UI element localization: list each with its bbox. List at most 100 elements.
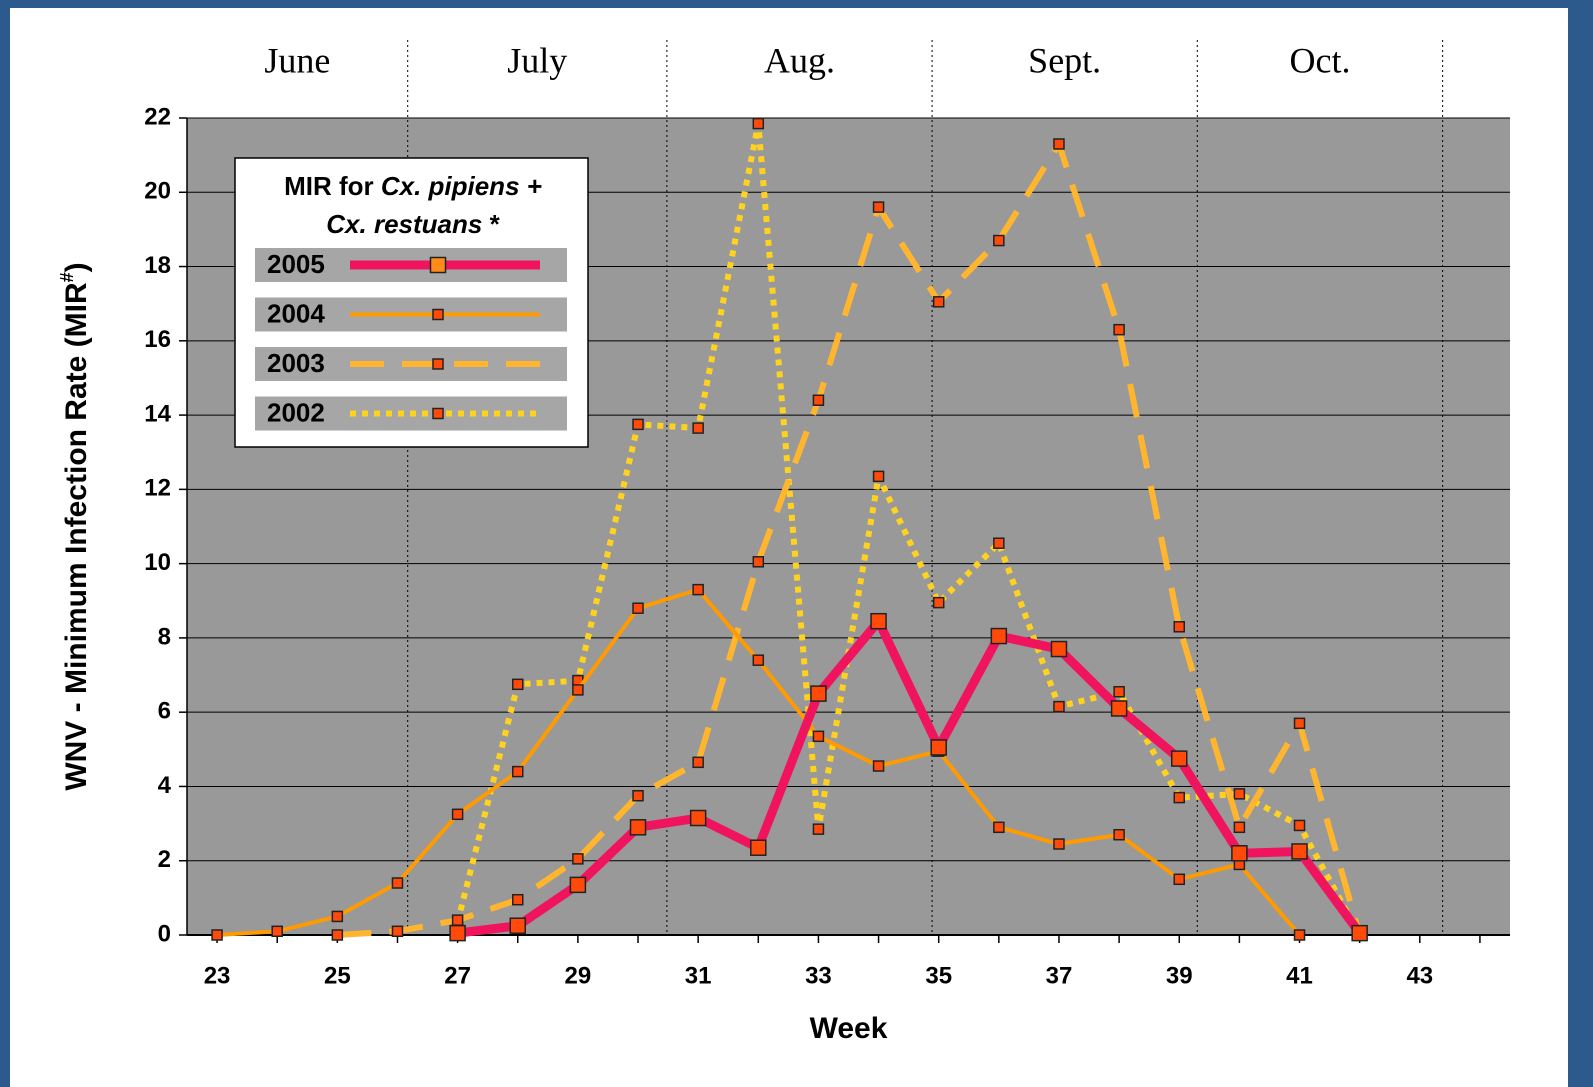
series-marker (812, 730, 825, 743)
series-marker (689, 809, 707, 827)
y-tick-label: 12 (144, 475, 171, 502)
series-marker (1113, 323, 1125, 336)
series-marker (271, 925, 283, 938)
legend-label: 2004 (267, 298, 325, 328)
x-tick-label: 29 (565, 962, 592, 989)
x-tick-label: 41 (1286, 962, 1313, 989)
series-marker (932, 596, 945, 609)
series-marker (512, 765, 524, 778)
x-tick-label: 31 (685, 962, 712, 989)
series-marker (752, 556, 765, 568)
series-marker (211, 929, 223, 941)
x-tick-label: 23 (204, 962, 231, 989)
series-marker (1053, 138, 1065, 150)
legend-title-part: * (482, 209, 500, 239)
series-marker (569, 876, 587, 894)
series-marker (512, 678, 524, 691)
series-marker (1053, 700, 1065, 713)
y-tick-label: 10 (144, 549, 171, 576)
series-line (457, 616, 1364, 938)
legend-title: Cx. restuans * (326, 209, 500, 239)
y-tick-label: 4 (158, 772, 172, 799)
x-tick-label: 25 (324, 962, 351, 989)
month-label: Aug. (764, 40, 835, 80)
series-marker (812, 823, 825, 835)
x-tick-label: 39 (1166, 962, 1193, 989)
series-marker (1173, 873, 1185, 886)
series-marker (1113, 828, 1125, 841)
legend-marker (432, 358, 444, 370)
series-marker (1293, 929, 1306, 941)
y-axis-label-part: WNV - Minimum Infection Rate (MIR (60, 282, 93, 791)
y-axis-label-part: ) (60, 262, 93, 272)
series-marker (1293, 717, 1306, 730)
series-marker (1351, 924, 1368, 942)
series-marker (391, 877, 404, 889)
series-marker (331, 910, 344, 923)
legend-title: MIR for Cx. pipiens + (284, 171, 542, 201)
series-marker (1293, 819, 1306, 832)
series-marker (812, 394, 825, 406)
series-marker (930, 739, 947, 756)
y-tick-label: 18 (144, 252, 171, 279)
series-marker (1110, 700, 1128, 717)
series-marker (932, 296, 945, 308)
series-marker (1053, 838, 1065, 850)
y-tick-label: 16 (144, 326, 171, 353)
series-marker (632, 418, 644, 431)
series-marker (810, 685, 827, 702)
series-marker (692, 422, 704, 434)
y-tick-label: 14 (144, 400, 171, 427)
series-marker (752, 117, 765, 130)
series-marker (1050, 640, 1068, 658)
series-marker (1113, 686, 1125, 698)
series-marker (451, 808, 464, 821)
series-marker (632, 789, 644, 802)
x-tick-label: 43 (1406, 962, 1433, 989)
series-marker (993, 537, 1005, 549)
month-label: July (507, 40, 567, 80)
series-marker (750, 839, 767, 856)
legend-label: 2005 (267, 249, 325, 279)
y-tick-label: 2 (158, 846, 171, 873)
series-marker (449, 924, 466, 942)
series-marker (632, 602, 644, 614)
x-axis-label: Week (810, 1012, 888, 1045)
series-marker (692, 756, 704, 769)
series-marker (872, 470, 885, 483)
series-marker (1231, 845, 1248, 862)
series-marker (993, 821, 1005, 834)
legend-title-part: Cx. restuans (326, 209, 482, 239)
series-marker (1233, 788, 1246, 800)
y-axis-label-part: # (57, 272, 77, 282)
month-label: Oct. (1289, 40, 1350, 80)
month-label: June (264, 40, 330, 80)
series-marker (572, 684, 584, 696)
legend-title-part: Cx. pipiens + (381, 171, 542, 201)
series-marker (512, 893, 524, 906)
y-tick-label: 22 (144, 103, 171, 130)
month-label: Sept. (1028, 40, 1101, 80)
y-tick-label: 6 (158, 698, 171, 725)
legend-marker (429, 256, 447, 274)
y-tick-label: 0 (158, 920, 171, 947)
legend-marker (432, 308, 444, 321)
series-marker (990, 627, 1008, 645)
series-marker (629, 819, 647, 836)
legend-label: 2003 (267, 348, 325, 378)
series-marker (331, 929, 344, 941)
series-marker (993, 234, 1005, 247)
series-marker (1233, 821, 1246, 834)
series-line (454, 120, 1363, 937)
series-marker (752, 654, 765, 666)
y-axis-label: WNV - Minimum Infection Rate (MIR#) (57, 262, 93, 790)
y-tick-label: 20 (144, 178, 171, 205)
series-marker (1291, 843, 1308, 860)
series-marker (872, 201, 885, 213)
series-marker (1173, 621, 1185, 633)
series-marker (509, 917, 526, 934)
series-marker (572, 853, 584, 865)
legend-marker (432, 407, 444, 420)
series-line (337, 140, 1363, 938)
